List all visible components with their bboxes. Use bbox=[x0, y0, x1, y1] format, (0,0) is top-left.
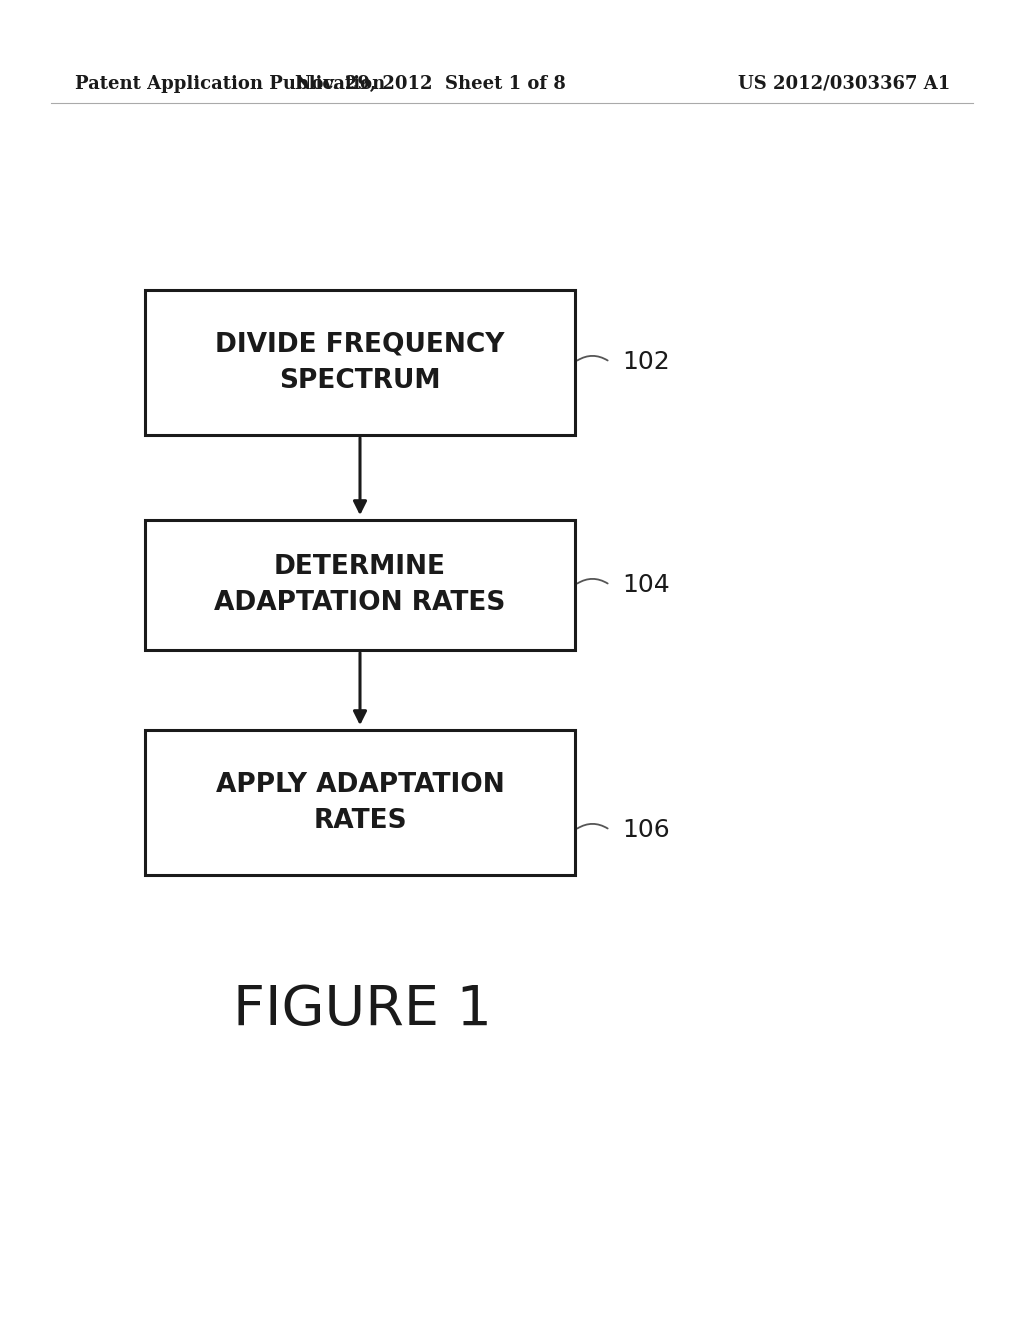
Bar bbox=[145, 290, 575, 436]
Text: Nov. 29, 2012  Sheet 1 of 8: Nov. 29, 2012 Sheet 1 of 8 bbox=[295, 75, 565, 92]
Text: 106: 106 bbox=[622, 818, 670, 842]
Text: 104: 104 bbox=[622, 573, 670, 597]
Bar bbox=[145, 730, 575, 875]
Text: US 2012/0303367 A1: US 2012/0303367 A1 bbox=[737, 75, 950, 92]
Text: Patent Application Publication: Patent Application Publication bbox=[75, 75, 385, 92]
Text: DIVIDE FREQUENCY
SPECTRUM: DIVIDE FREQUENCY SPECTRUM bbox=[215, 331, 505, 393]
Bar bbox=[145, 520, 575, 649]
Text: DETERMINE
ADAPTATION RATES: DETERMINE ADAPTATION RATES bbox=[214, 554, 506, 616]
Text: FIGURE 1: FIGURE 1 bbox=[232, 983, 492, 1038]
Text: 102: 102 bbox=[622, 350, 670, 374]
Text: APPLY ADAPTATION
RATES: APPLY ADAPTATION RATES bbox=[216, 771, 505, 833]
